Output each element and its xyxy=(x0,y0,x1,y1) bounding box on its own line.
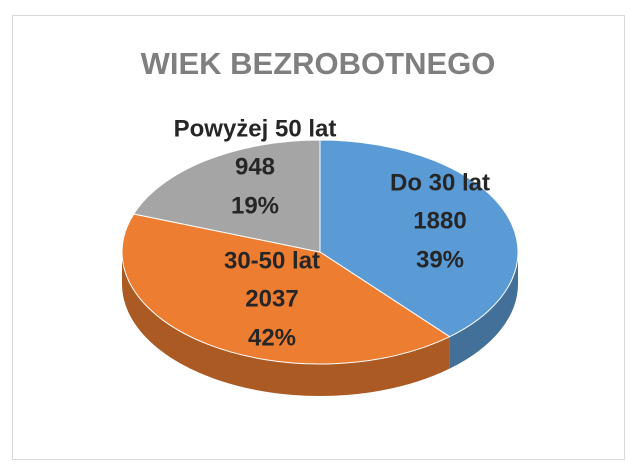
pie-slice-side xyxy=(449,252,518,369)
pie-slice xyxy=(121,213,451,365)
data-label-value: 2037 xyxy=(245,285,298,312)
pie-slice xyxy=(132,139,321,253)
data-label-category: Do 30 lat xyxy=(390,169,490,196)
data-label-category: 30-50 lat xyxy=(224,247,320,274)
data-label-value: 1880 xyxy=(413,207,466,234)
data-label-category: Powyżej 50 lat xyxy=(174,115,337,142)
data-label-percentage: 42% xyxy=(248,324,296,351)
data-label-percentage: 39% xyxy=(416,246,464,273)
data-label-value: 948 xyxy=(235,153,275,180)
pie-slice-side xyxy=(121,252,450,397)
chart-title: WIEK BEZROBOTNEGO xyxy=(141,46,496,81)
pie-slice xyxy=(319,139,519,338)
data-label-percentage: 19% xyxy=(231,192,279,219)
